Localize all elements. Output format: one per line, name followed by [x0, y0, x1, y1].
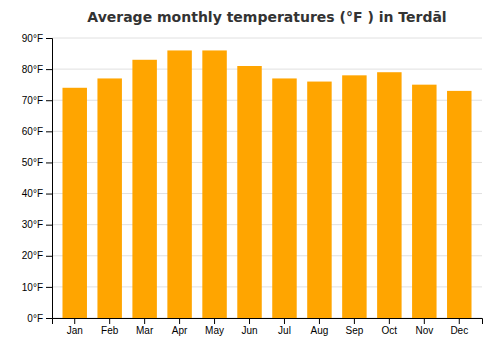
tick: 40°F: [22, 188, 52, 199]
tick-mark: [144, 318, 145, 324]
tick-mark: [249, 318, 250, 324]
bar: [237, 66, 261, 318]
bar: [272, 78, 296, 318]
bar: [62, 88, 86, 318]
tick: 0°F: [27, 313, 52, 324]
bar: [97, 78, 121, 318]
tick: May: [205, 318, 224, 336]
tick: 90°F: [22, 33, 52, 44]
tick-mark: [46, 100, 52, 101]
tick: Apr: [172, 318, 188, 336]
tick-mark: [179, 318, 180, 324]
axis-line: [46, 39, 53, 319]
x-axis: Jan Feb Mar Apr May Jun Jul Aug Sep Oct Nov Dec: [53, 318, 483, 336]
tick-label: Jul: [278, 325, 291, 336]
tick: Oct: [382, 318, 398, 336]
tick-label: Aug: [311, 325, 329, 336]
grid-line: [52, 69, 482, 70]
tick-mark: [284, 318, 285, 324]
tick-label: 70°F: [22, 95, 43, 106]
tick-label: 90°F: [22, 33, 43, 44]
plot-area: [62, 50, 471, 318]
bar: [447, 91, 471, 318]
tick-mark: [46, 225, 52, 226]
tick-label: Feb: [101, 325, 119, 336]
bar: [307, 82, 331, 318]
tick: 50°F: [22, 157, 52, 168]
tick: Sep: [345, 318, 363, 336]
grid-line: [52, 38, 482, 39]
tick: Aug: [311, 318, 329, 336]
tick-label: 20°F: [22, 250, 43, 261]
tick-mark: [46, 287, 52, 288]
tick-mark: [46, 131, 52, 132]
bar: [132, 60, 156, 318]
tick-mark: [46, 69, 52, 70]
tick-mark: [46, 318, 52, 319]
tick-mark: [46, 256, 52, 257]
tick-label: Oct: [382, 325, 398, 336]
grid: [52, 38, 482, 318]
tick: 30°F: [22, 219, 52, 230]
tick-label: 30°F: [22, 219, 43, 230]
tick: 80°F: [22, 64, 52, 75]
tick: Dec: [450, 318, 468, 336]
tick-label: 60°F: [22, 126, 43, 137]
tick-label: Mar: [136, 325, 154, 336]
tick: 60°F: [22, 126, 52, 137]
tick: Mar: [136, 318, 154, 336]
tick: 10°F: [22, 282, 52, 293]
tick-label: Jan: [67, 325, 83, 336]
bar: [377, 72, 401, 318]
tick-label: May: [205, 325, 224, 336]
tick-mark: [354, 318, 355, 324]
tick: Jan: [67, 318, 83, 336]
tick: Jun: [241, 318, 257, 336]
bar: [202, 50, 226, 318]
y-axis: 0°F 10°F 20°F 30°F 40°F 50°F 60°F 70°F 80°F 90°F: [22, 33, 53, 324]
tick-label: Dec: [450, 325, 468, 336]
tick-label: 80°F: [22, 64, 43, 75]
tick-label: 10°F: [22, 282, 43, 293]
tick-mark: [459, 318, 460, 324]
tick-mark: [424, 318, 425, 324]
tick-label: 40°F: [22, 188, 43, 199]
tick-mark: [46, 38, 52, 39]
title: Average monthly temperatures (°F ) in Te…: [87, 9, 446, 25]
tick-mark: [319, 318, 320, 324]
tick-label: 0°F: [27, 313, 43, 324]
bar: [167, 50, 191, 318]
bar: [412, 85, 436, 318]
tick-label: Jun: [241, 325, 257, 336]
tick-mark: [46, 162, 52, 163]
tick: 70°F: [22, 95, 52, 106]
bar: [342, 75, 366, 318]
tick: Nov: [415, 318, 433, 336]
tick-label: Apr: [172, 325, 188, 336]
axis-line: [53, 319, 483, 325]
tick-mark: [74, 318, 75, 324]
tick-label: Sep: [345, 325, 363, 336]
tick-mark: [389, 318, 390, 324]
chart: 0°F 10°F 20°F 30°F 40°F 50°F 60°F 70°F 80°F 90°F J…: [0, 0, 500, 350]
tick-mark: [214, 318, 215, 324]
tick: Feb: [101, 318, 119, 336]
tick: Jul: [278, 318, 291, 336]
tick-label: Nov: [415, 325, 433, 336]
tick-label: 50°F: [22, 157, 43, 168]
tick: 20°F: [22, 250, 52, 261]
tick-mark: [46, 194, 52, 195]
tick-mark: [109, 318, 110, 324]
